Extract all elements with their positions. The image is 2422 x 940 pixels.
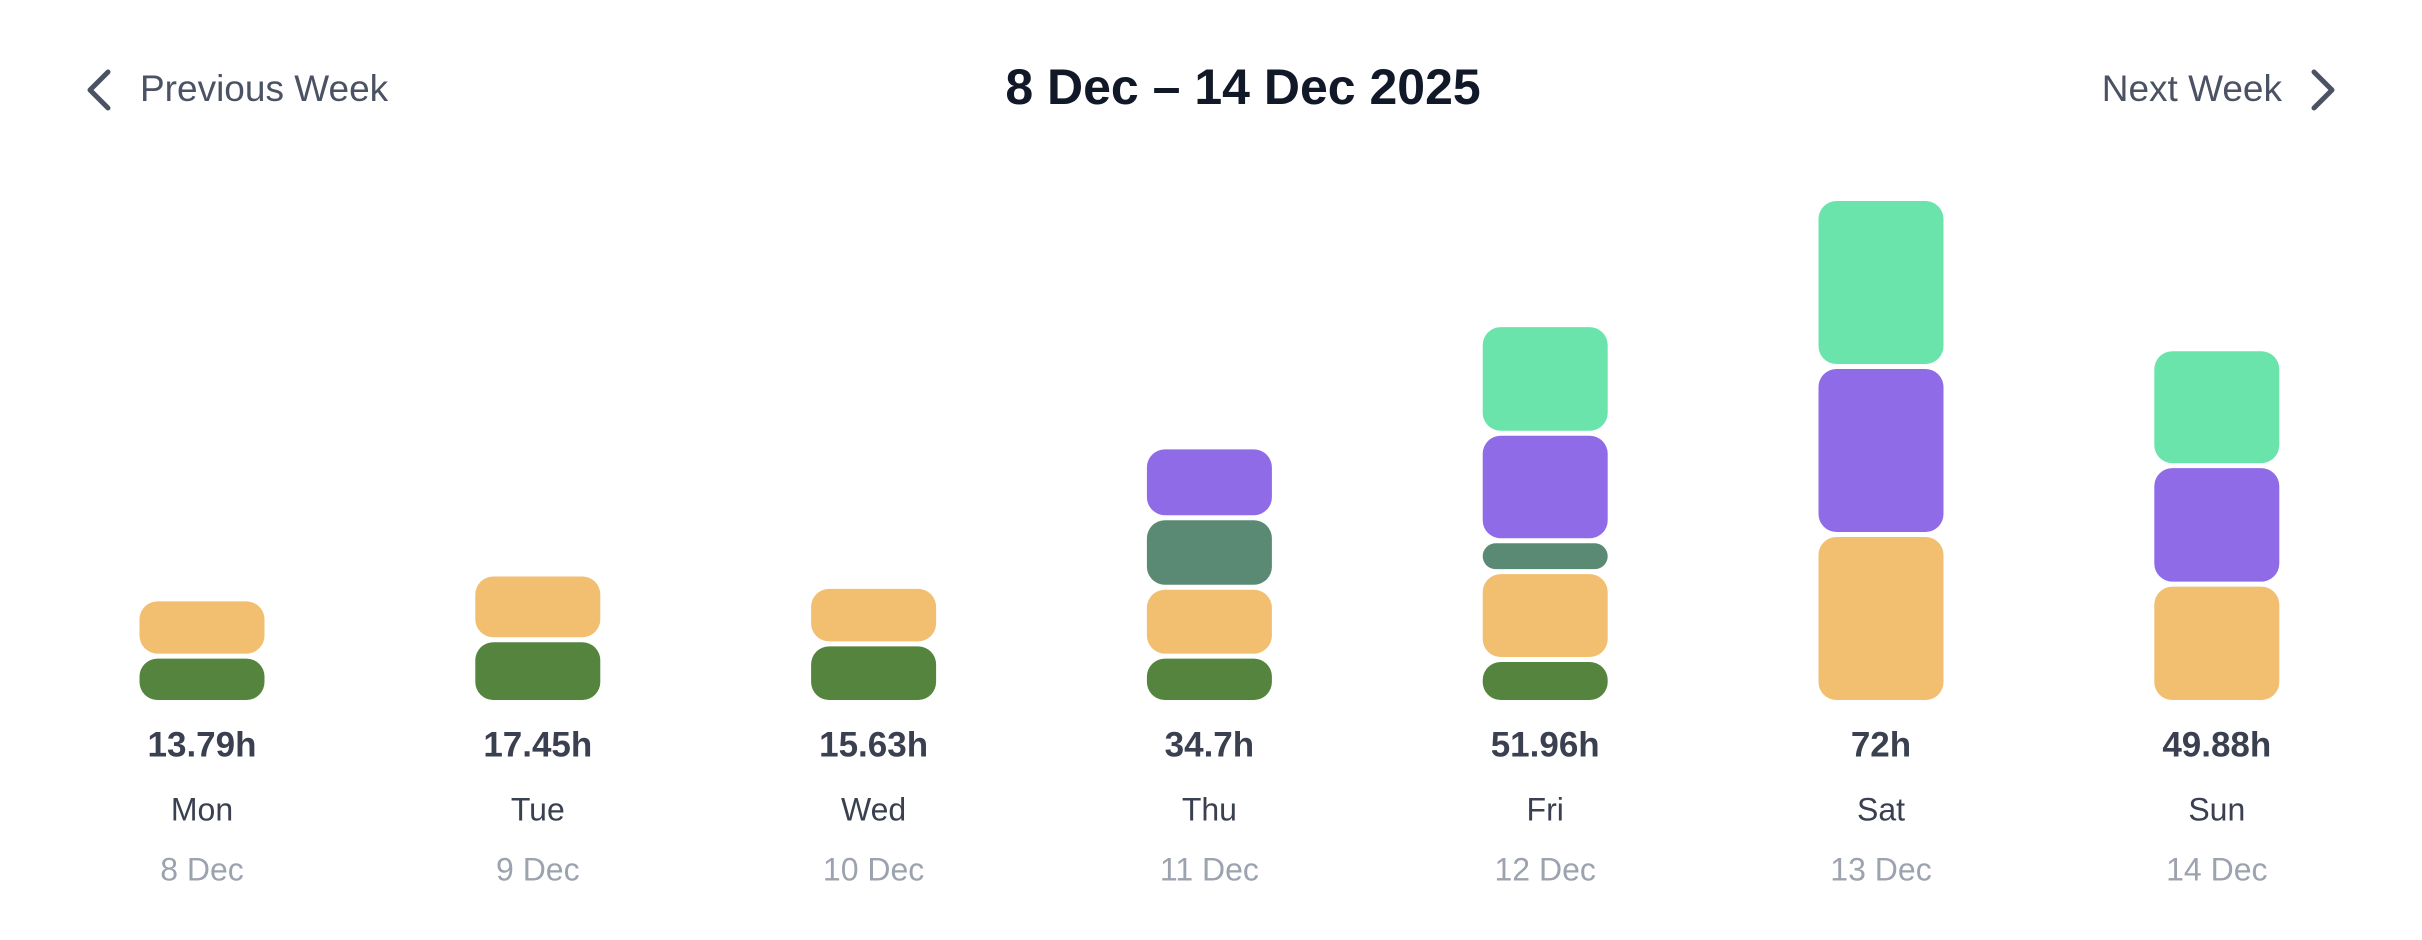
day-label: Sat [1857,791,1905,827]
bar-segment [139,601,265,654]
bar-segment [1482,543,1608,570]
bar-segment [1818,369,1944,532]
total-label: 15.63h [819,725,928,764]
bar-segment [1146,589,1272,654]
bar-segment [1146,520,1272,585]
bar-segment [475,576,601,638]
next-week-button[interactable]: Next Week [2102,68,2335,111]
date-label: 8 Dec [160,851,244,887]
total-label: 51.96h [1491,725,1600,764]
bar-segment [2154,351,2280,464]
bar-segment [1482,661,1608,700]
total-label: 49.88h [2162,725,2271,764]
next-week[interactable]: Next Week [2102,68,2283,109]
chevron-left [87,69,111,111]
total-label: 34.7h [1165,725,1255,764]
bar-segment [1482,435,1608,539]
bar-segment [1482,574,1608,657]
day-label: Sun [2188,791,2245,827]
bar-segment [1146,658,1272,700]
bar-segment [1146,449,1272,516]
bar-segment [1482,327,1608,431]
bar-segment [811,646,937,700]
bar-segment [2154,468,2280,582]
chart-title: 8 Dec – 14 Dec 2025 [1005,59,1480,115]
day-label: Mon [171,791,233,827]
date-label: 14 Dec [2166,851,2267,887]
previous-week[interactable]: Previous Week [140,68,389,109]
day-label: Fri [1527,791,1564,827]
previous-week-button[interactable]: Previous Week [87,68,389,111]
date-label: 10 Dec [823,851,924,887]
bar-segment [475,642,601,700]
chevron-right [2311,69,2335,111]
day-label: Thu [1182,791,1237,827]
bar-segment [1818,537,1944,700]
day-label: Wed [841,791,906,827]
total-label: 72h [1851,725,1911,764]
date-label: 13 Dec [1830,851,1931,887]
bar-segment [811,588,937,642]
total-label: 17.45h [483,725,592,764]
bar-segment [2154,586,2280,700]
total-label: 13.79h [148,725,257,764]
bar-segment [1818,201,1944,364]
date-label: 12 Dec [1495,851,1596,887]
bar-segment [139,658,265,700]
date-label: 9 Dec [496,851,580,887]
date-label: 11 Dec [1160,851,1259,887]
day-label: Tue [511,791,565,827]
